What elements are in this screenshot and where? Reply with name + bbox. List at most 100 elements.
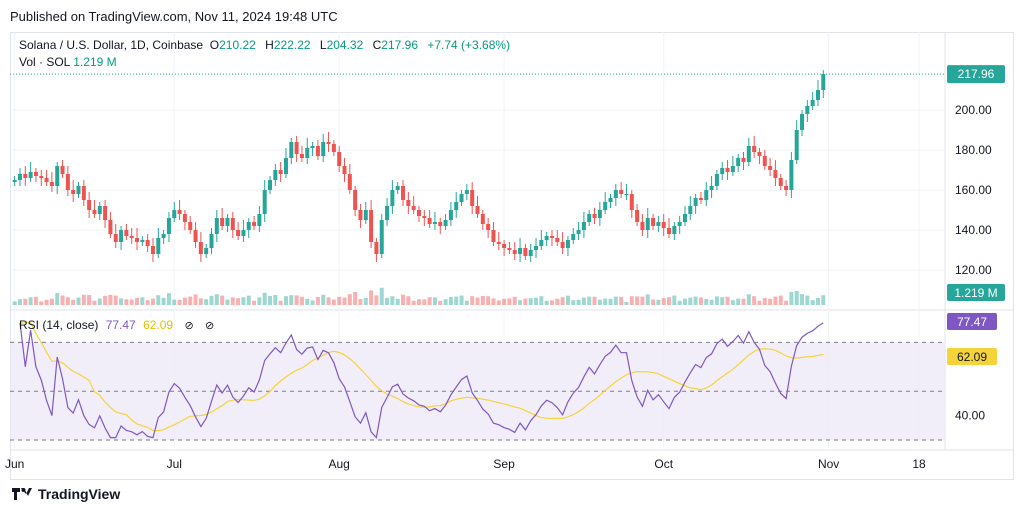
volume-bar <box>635 296 640 305</box>
volume-bar <box>363 298 368 305</box>
volume-bar <box>810 300 815 305</box>
volume-bar <box>608 298 613 305</box>
candle-body <box>166 218 171 234</box>
candle-body <box>353 190 358 210</box>
volume-bar <box>741 298 746 305</box>
candle-body <box>448 210 453 220</box>
candle-body <box>565 240 570 248</box>
candle-body <box>289 142 294 158</box>
candle-body <box>395 186 400 190</box>
candle-body <box>645 218 650 230</box>
volume-bar <box>108 294 113 305</box>
candle-body <box>480 214 485 224</box>
candle-body <box>651 218 656 226</box>
x-tick-label: Aug <box>329 457 350 471</box>
rsi-tag <box>947 313 997 330</box>
volume-bar <box>805 295 810 305</box>
volume-bar <box>656 299 661 305</box>
volume-bar <box>236 298 241 305</box>
last-price-label: 217.96 <box>958 67 995 81</box>
volume-bar <box>326 297 331 305</box>
candle-body <box>358 210 363 220</box>
candle-body <box>544 236 549 240</box>
candle-body <box>730 166 735 172</box>
rsi-value: 77.47 <box>105 318 136 332</box>
close-value: 217.96 <box>381 38 418 52</box>
candle-body <box>220 218 225 226</box>
candle-body <box>438 222 443 226</box>
candle-body <box>129 236 134 238</box>
candle-body <box>71 190 76 194</box>
high-value: 222.22 <box>273 38 311 52</box>
candle-body <box>49 182 54 186</box>
volume-bar <box>581 297 586 305</box>
candle-body <box>241 230 246 236</box>
candle-body <box>23 174 28 178</box>
volume-bar <box>55 293 60 305</box>
volume-bar <box>60 295 65 305</box>
volume-bar <box>773 296 778 305</box>
candle-body <box>135 238 140 242</box>
candle-body <box>496 242 501 244</box>
candle-body <box>464 190 469 194</box>
volume-bar <box>135 297 140 305</box>
candle-body <box>257 214 262 226</box>
candle-body <box>103 206 108 220</box>
candle-body <box>815 90 820 100</box>
candle-body <box>124 230 129 236</box>
candle-body <box>342 166 347 174</box>
candle-body <box>321 142 326 156</box>
volume-bar <box>225 299 230 305</box>
candle-body <box>145 240 150 246</box>
candle-body <box>33 172 38 176</box>
volume-bar <box>629 296 634 305</box>
volume-bar <box>762 298 767 305</box>
candle-body <box>28 172 33 178</box>
candle-body <box>214 218 219 234</box>
volume-bar <box>486 296 491 305</box>
candle-body <box>741 158 746 162</box>
volume-bar <box>512 296 517 305</box>
volume-bar <box>129 299 134 305</box>
high-label: H <box>265 38 274 52</box>
volume-bar <box>752 296 757 305</box>
volume-bar <box>682 298 687 305</box>
volume-bar <box>166 293 171 305</box>
volume-bar <box>768 298 773 305</box>
candle-body <box>55 166 60 186</box>
volume-bar <box>688 297 693 305</box>
y-tick-label: 200.00 <box>955 103 992 117</box>
volume-value: 1.219 M <box>73 55 117 69</box>
volume-bar <box>161 297 166 305</box>
volume-bar <box>454 296 459 305</box>
candle-body <box>337 152 342 166</box>
volume-bar <box>353 292 358 305</box>
volume-bar <box>145 300 150 305</box>
volume-bar <box>379 287 384 305</box>
volume-bar <box>65 297 70 305</box>
volume-bar <box>289 295 294 305</box>
volume-bar <box>87 295 92 305</box>
volume-bar <box>459 295 464 305</box>
candle-body <box>246 222 251 230</box>
volume-bar <box>480 296 485 305</box>
volume-bar <box>358 299 363 305</box>
x-tick-label: Jun <box>5 457 24 471</box>
volume-bar <box>401 294 406 305</box>
volume-bar <box>241 297 246 305</box>
eye-off-icon[interactable]: ⊘ <box>184 320 194 332</box>
volume-bar <box>789 292 794 305</box>
candle-body <box>411 206 416 210</box>
close-icon[interactable]: ⊘ <box>205 320 215 332</box>
candle-body <box>746 146 751 162</box>
volume-bar <box>315 297 320 305</box>
candle-body <box>92 210 97 214</box>
tradingview-footer[interactable]: TradingView <box>12 486 120 502</box>
candle-body <box>704 190 709 200</box>
volume-bar <box>496 300 501 305</box>
volume-bar <box>209 295 214 305</box>
candle-body <box>76 186 81 194</box>
x-tick-label: Oct <box>654 457 673 471</box>
close-label: C <box>372 38 382 52</box>
